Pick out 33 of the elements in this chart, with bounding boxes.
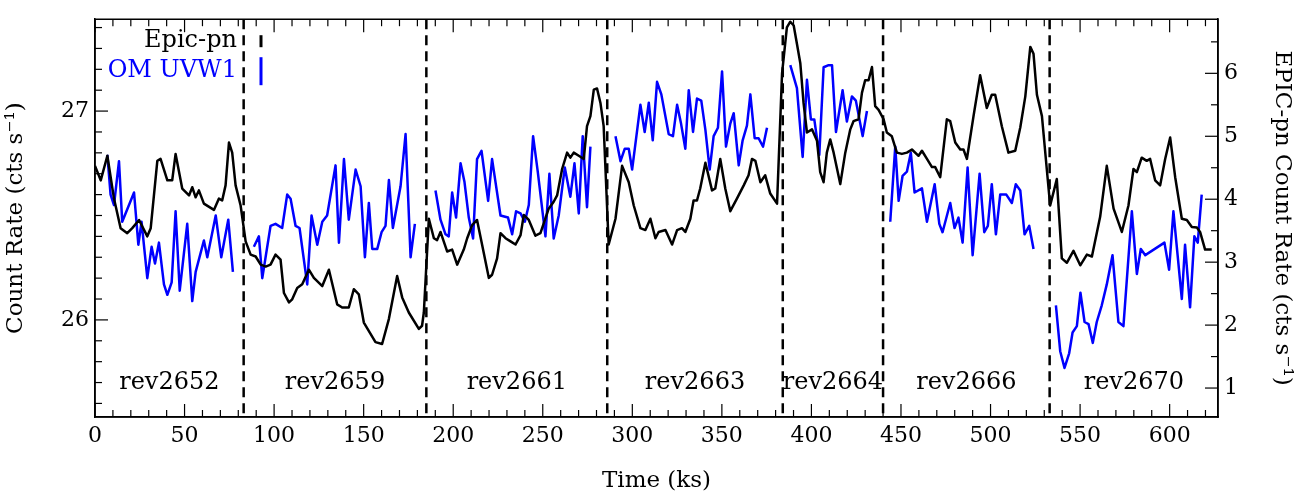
annotation: rev2652 <box>119 367 220 396</box>
x-tick-label: 550 <box>1059 421 1102 447</box>
annotation: rev2661 <box>466 367 567 396</box>
x-tick-label: 200 <box>432 421 475 447</box>
legend-label: OM UVW1 <box>107 55 237 84</box>
x-tick-label: 400 <box>790 421 833 447</box>
x-tick-label: 250 <box>521 421 564 447</box>
annotation: rev2663 <box>644 367 746 396</box>
x-tick-label: 100 <box>253 421 296 447</box>
x-axis-title: Time (ks) <box>601 466 712 493</box>
y2-tick-label: 4 <box>1224 184 1238 210</box>
y-axis-title: Count Rate (cts s⁻¹) <box>0 102 27 334</box>
y2-tick-label: 3 <box>1224 247 1238 273</box>
y2-tick-label: 5 <box>1224 121 1238 147</box>
x-tick-label: 300 <box>611 421 654 447</box>
y2-tick-label: 6 <box>1224 59 1238 85</box>
x-tick-label: 0 <box>88 421 102 447</box>
y2-axis-title: EPIC-pn Count Rate (cts s⁻¹) <box>1271 50 1298 386</box>
x-tick-label: 500 <box>969 421 1012 447</box>
annotation: rev2666 <box>916 367 1017 396</box>
y2-tick-label: 1 <box>1224 373 1238 399</box>
legend-label: Epic-pn <box>144 25 237 54</box>
y-tick-label: 26 <box>61 305 89 331</box>
annotation: rev2664 <box>782 367 884 396</box>
x-tick-label: 450 <box>879 421 922 447</box>
annotation: rev2659 <box>284 367 386 396</box>
y-tick-label: 27 <box>61 96 89 122</box>
x-tick-label: 50 <box>170 421 199 447</box>
x-tick-label: 150 <box>342 421 385 447</box>
y2-tick-label: 2 <box>1224 310 1238 336</box>
annotation: rev2670 <box>1083 367 1184 396</box>
x-tick-label: 350 <box>700 421 743 447</box>
x-tick-label: 600 <box>1148 421 1191 447</box>
